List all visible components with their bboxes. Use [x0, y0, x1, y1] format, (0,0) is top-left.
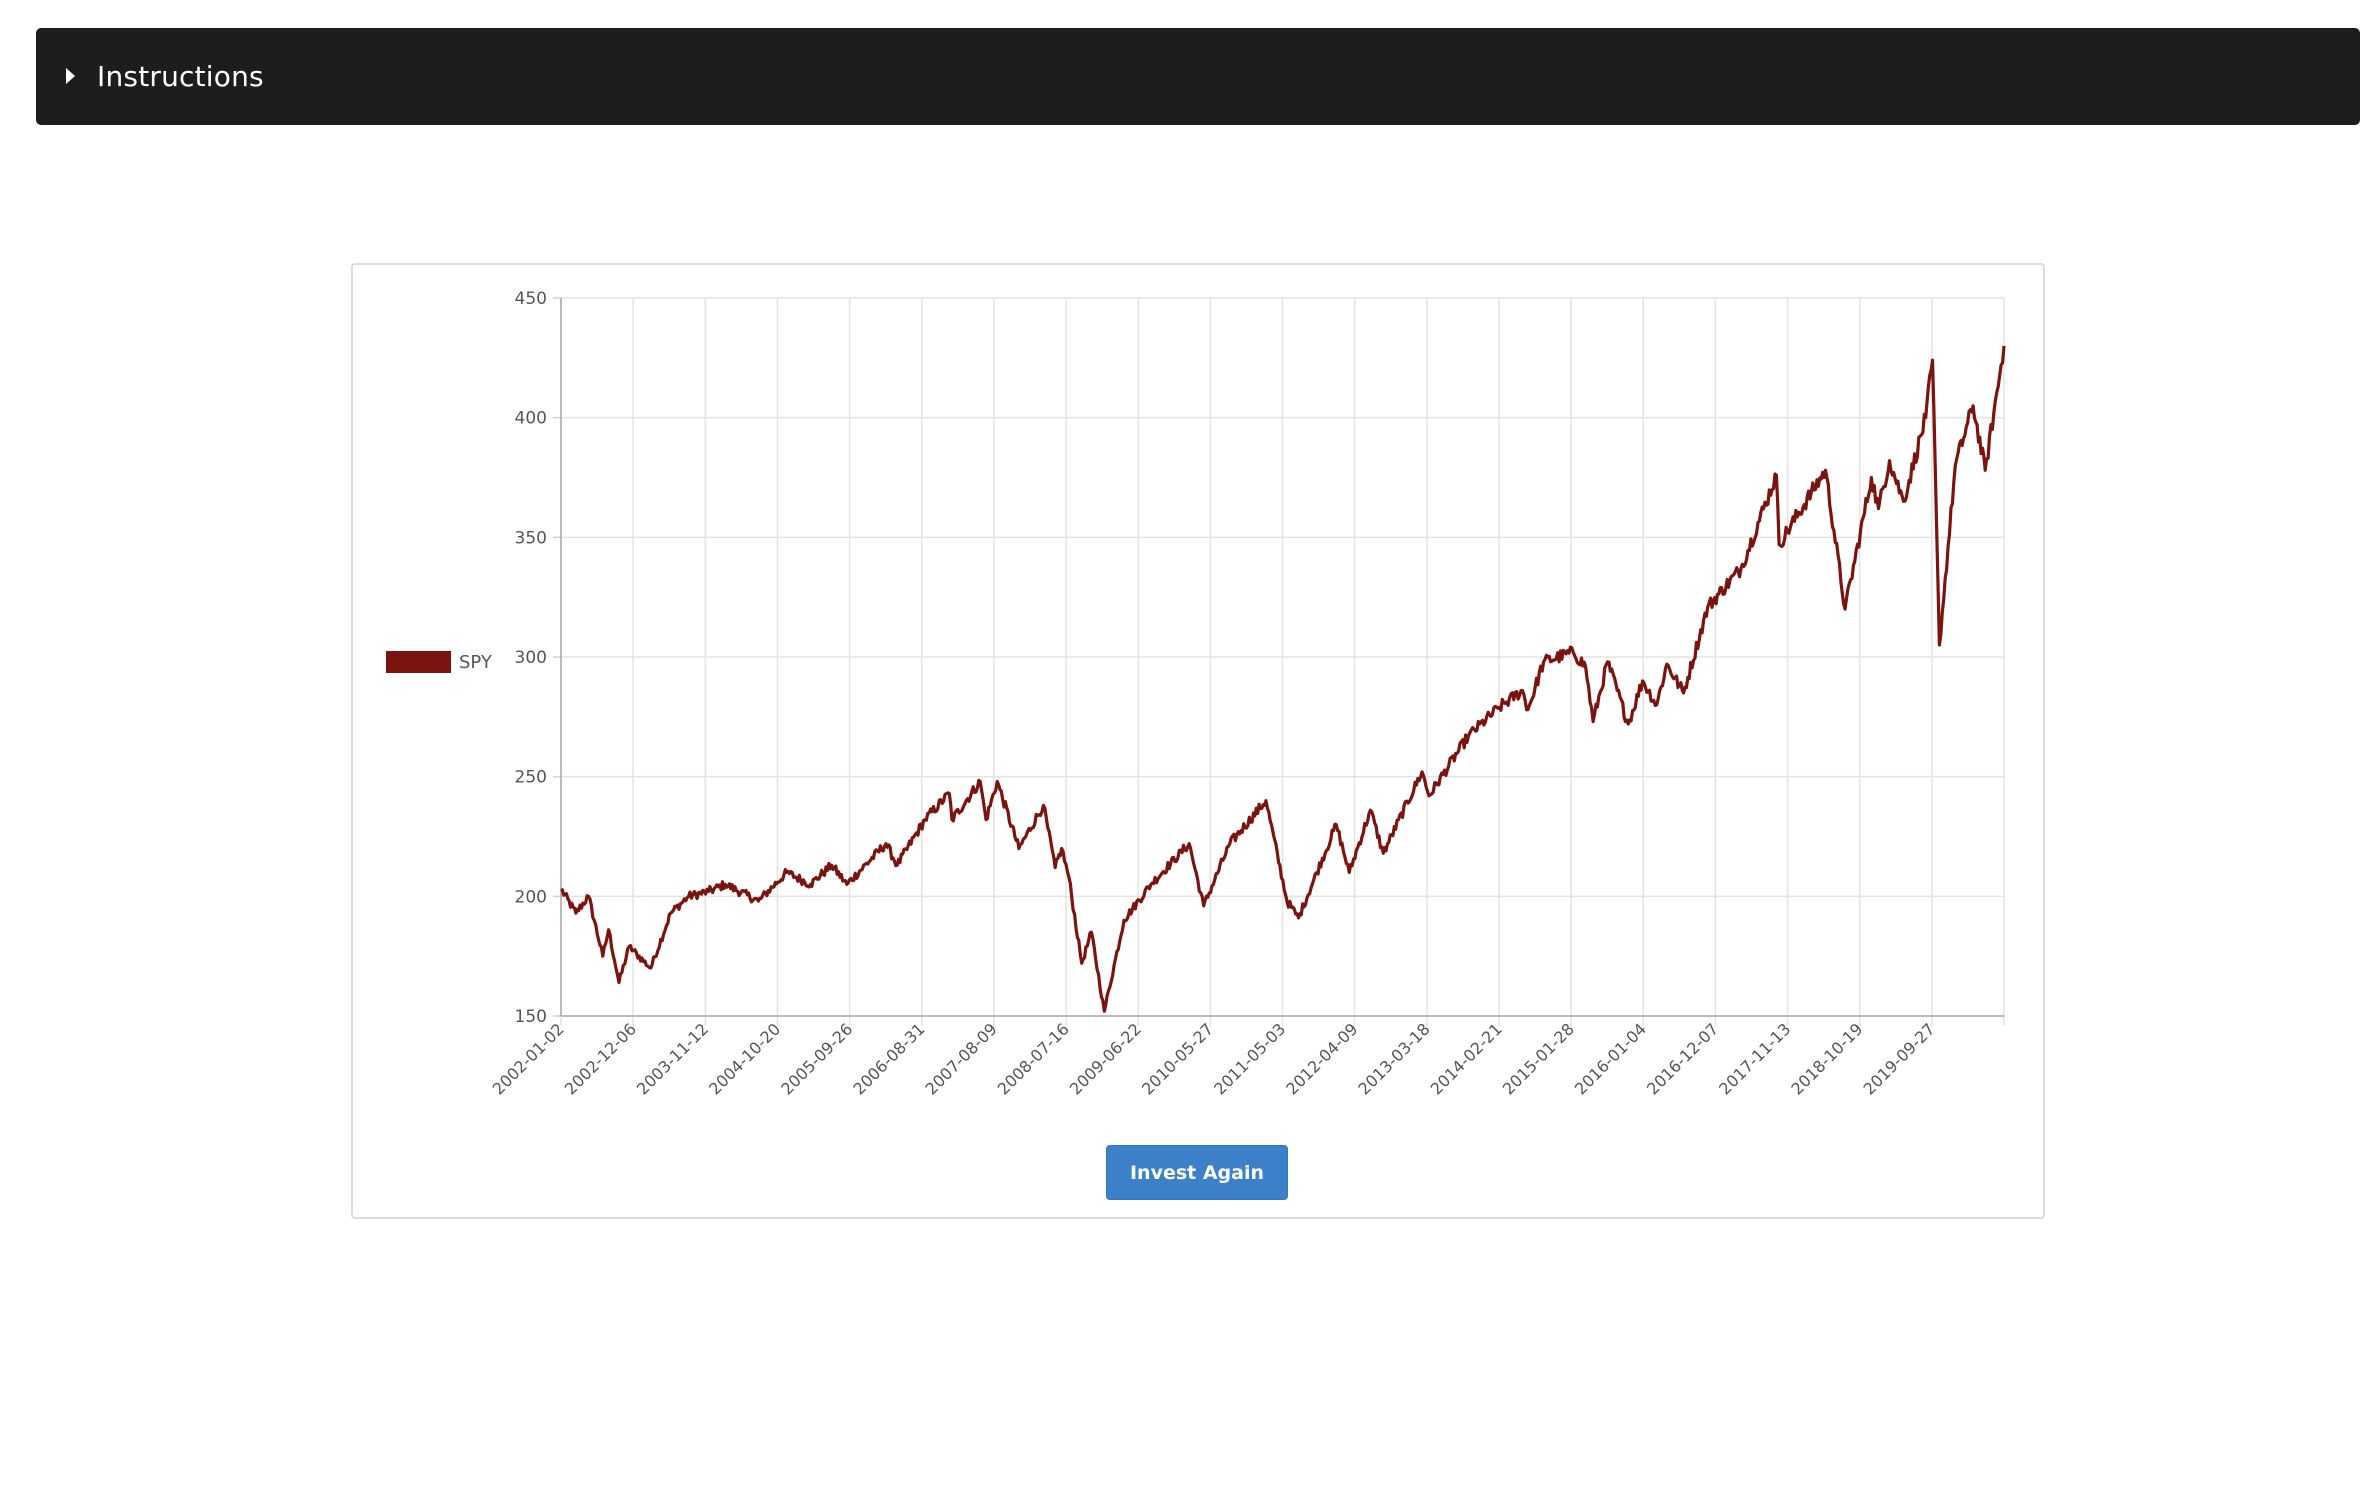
caret-right-icon	[66, 67, 75, 84]
x-tick-label: 2019-09-27	[1859, 1019, 1938, 1098]
x-tick-label: 2016-12-07	[1643, 1019, 1722, 1098]
spy-series-line	[560, 345, 2006, 1013]
x-tick-label: 2015-01-28	[1499, 1019, 1578, 1098]
x-tick-label: 2017-11-13	[1715, 1019, 1794, 1098]
y-tick-label: 350	[515, 528, 547, 548]
x-tick-label: 2005-09-26	[777, 1019, 856, 1098]
instructions-label: Instructions	[97, 60, 264, 93]
x-tick-label: 2013-03-18	[1354, 1019, 1433, 1098]
x-tick-label: 2008-07-16	[994, 1019, 1073, 1098]
x-tick-label: 2009-06-22	[1066, 1019, 1145, 1098]
y-tick-label: 400	[515, 409, 547, 429]
invest-again-button[interactable]: Invest Again	[1106, 1145, 1288, 1200]
x-tick-label: 2003-11-12	[633, 1019, 712, 1098]
y-tick-label: 300	[515, 648, 547, 668]
spy-price-chart: 150 200 250 300 350 400 450 2002-01-022002-12-0…	[386, 289, 2006, 1099]
y-tick-label: 200	[515, 887, 547, 907]
chart-card: 150 200 250 300 350 400 450 2002-01-02 2002-12-0…	[351, 263, 2045, 1219]
x-tick-label: 2004-10-20	[705, 1019, 784, 1098]
x-tick-label: 2002-01-02	[489, 1019, 568, 1098]
y-tick-label: 450	[515, 289, 547, 309]
legend-swatch-spy	[386, 651, 451, 673]
x-tick-label: 2012-04-09	[1282, 1019, 1361, 1098]
x-tick-label: 2011-05-03	[1210, 1019, 1289, 1098]
x-tick-label: 2007-08-09	[922, 1019, 1001, 1098]
x-tick-label: 2002-12-06	[561, 1019, 640, 1098]
x-tick-label: 2018-10-19	[1787, 1019, 1866, 1098]
x-tick-label: 2016-01-04	[1571, 1019, 1650, 1098]
legend-label-spy: SPY	[459, 652, 493, 673]
y-tick-label: 150	[515, 1007, 547, 1027]
x-tick-label: 2014-02-21	[1427, 1019, 1506, 1098]
x-tick-label: 2010-05-27	[1138, 1019, 1217, 1098]
x-tick-label: 2006-08-31	[849, 1019, 928, 1098]
y-tick-label: 250	[515, 768, 547, 788]
instructions-toggle[interactable]: Instructions	[36, 28, 2360, 125]
